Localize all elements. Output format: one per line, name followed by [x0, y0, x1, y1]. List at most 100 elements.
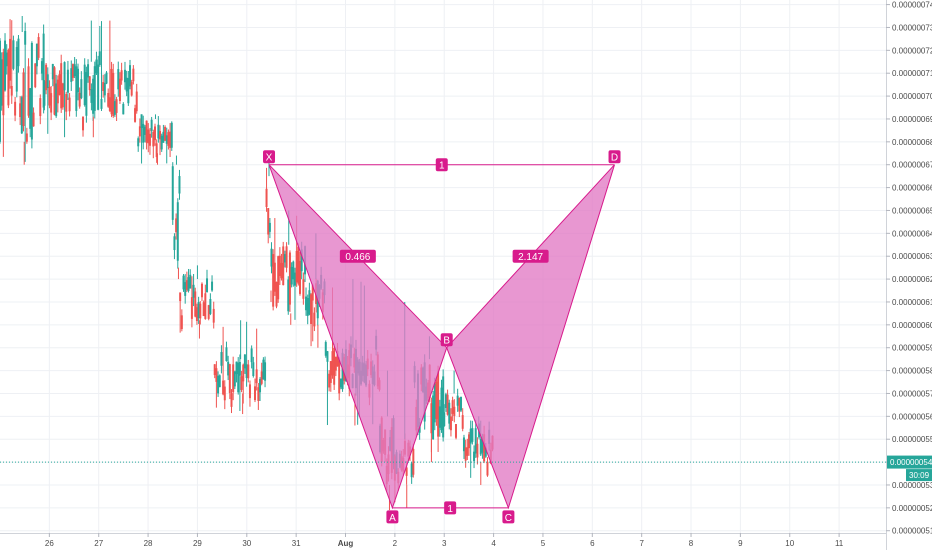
candle-body — [217, 375, 220, 394]
candle-body — [270, 248, 273, 267]
pattern-ratio-label: 1 — [447, 504, 453, 515]
candle-body — [474, 428, 477, 454]
candle-body — [331, 351, 334, 376]
grid — [0, 0, 886, 533]
candle-body — [48, 86, 51, 106]
pattern-point-label: B — [443, 336, 450, 347]
y-tick-label: 0.00000066 — [892, 184, 932, 193]
candle-body — [178, 176, 181, 194]
x-tick-label: 28 — [144, 539, 153, 548]
candle-body — [324, 342, 327, 356]
y-tick-label: 0.00000052 — [892, 504, 932, 513]
candle-body — [184, 282, 187, 296]
y-tick-label: 0.00000059 — [892, 344, 932, 353]
candle-body — [287, 279, 290, 312]
candle-body — [237, 362, 240, 393]
candle-body — [82, 116, 85, 131]
candle-body — [206, 278, 209, 293]
candle-body — [32, 112, 35, 127]
candle-body — [134, 108, 137, 122]
candle-body — [129, 65, 132, 87]
pattern-ratio-label: 2.147 — [518, 252, 543, 263]
candle-body — [257, 387, 260, 401]
candle-body — [292, 261, 295, 280]
candle-body — [468, 434, 471, 449]
y-tick-label: 0.00000053 — [892, 481, 932, 490]
candle-body — [40, 61, 43, 74]
candle-body — [127, 78, 130, 104]
candle-body — [159, 131, 162, 140]
pattern-point-label-box — [608, 150, 621, 164]
candle-body — [27, 66, 30, 116]
y-tick-label: 0.00000051 — [892, 527, 932, 536]
candle-body — [98, 51, 101, 66]
candle-body — [202, 302, 205, 317]
candle-body — [14, 101, 17, 116]
y-tick-label: 0.00000069 — [892, 115, 932, 124]
candle-body — [85, 72, 88, 116]
candle-body — [443, 412, 446, 427]
candle-body — [209, 299, 212, 314]
candle-body — [105, 72, 108, 84]
candle-body — [78, 92, 81, 107]
candle-body — [204, 293, 207, 319]
candle-body — [2, 52, 5, 116]
candle-body — [113, 101, 116, 115]
candle-body — [218, 375, 221, 388]
candle-body — [34, 63, 37, 88]
candle-body — [265, 188, 268, 208]
candle-body — [438, 406, 441, 428]
candle-body — [118, 78, 121, 101]
countdown-tag — [906, 469, 932, 482]
y-axis[interactable]: 0.00000051 0.00000052 0.00000053 0.00000054… — [886, 0, 932, 550]
candle-body — [148, 133, 151, 146]
candle-body — [444, 394, 447, 408]
harmonic-pattern[interactable]: 0.466 2.147 1 1 X A B C D — [263, 150, 621, 524]
candle-body — [53, 67, 56, 115]
candle-body — [110, 68, 113, 115]
candle-body — [5, 52, 8, 67]
y-tick-label: 0.00000057 — [892, 389, 932, 398]
candle-body — [171, 166, 174, 220]
candle-body — [97, 64, 100, 110]
candle-body — [162, 131, 165, 143]
candle-body — [157, 124, 160, 139]
candle-body — [185, 280, 188, 290]
pattern-point-label-box — [502, 510, 515, 524]
candle-body — [58, 74, 61, 95]
candle-body — [473, 451, 476, 462]
candle-body — [175, 218, 178, 233]
candle-body — [466, 447, 469, 456]
candle-body — [132, 68, 135, 82]
candle-body — [253, 386, 256, 401]
candle-body — [103, 82, 106, 96]
candle-body — [187, 277, 190, 291]
candle-body — [207, 305, 210, 319]
candle-body — [339, 378, 342, 388]
candle-body — [481, 436, 484, 453]
candle-body — [277, 256, 280, 300]
y-tick-label: 0.00000060 — [892, 321, 932, 330]
candle-body — [243, 354, 246, 369]
candle-body — [19, 103, 22, 118]
candle-body — [0, 40, 1, 142]
candle-body — [484, 447, 487, 457]
candle-body — [43, 81, 46, 106]
candle-body — [453, 406, 456, 416]
pattern-ratio-label-box — [339, 249, 376, 263]
x-axis[interactable]: 26 27 28 29 30 31 Aug 2 3 4 5 6 7 8 9 10 11 — [0, 533, 886, 548]
candle-body — [65, 93, 68, 112]
candle-body — [142, 123, 145, 143]
candle-body — [51, 64, 54, 80]
candle-body — [486, 461, 489, 476]
candle-body — [306, 298, 309, 316]
candle-body — [297, 246, 300, 284]
candle-body — [461, 415, 464, 429]
x-tick-label: 6 — [590, 539, 595, 548]
candle-body — [336, 351, 339, 367]
candle-body — [267, 208, 270, 235]
x-tick-label: 27 — [94, 539, 103, 548]
candle-body — [435, 381, 438, 419]
